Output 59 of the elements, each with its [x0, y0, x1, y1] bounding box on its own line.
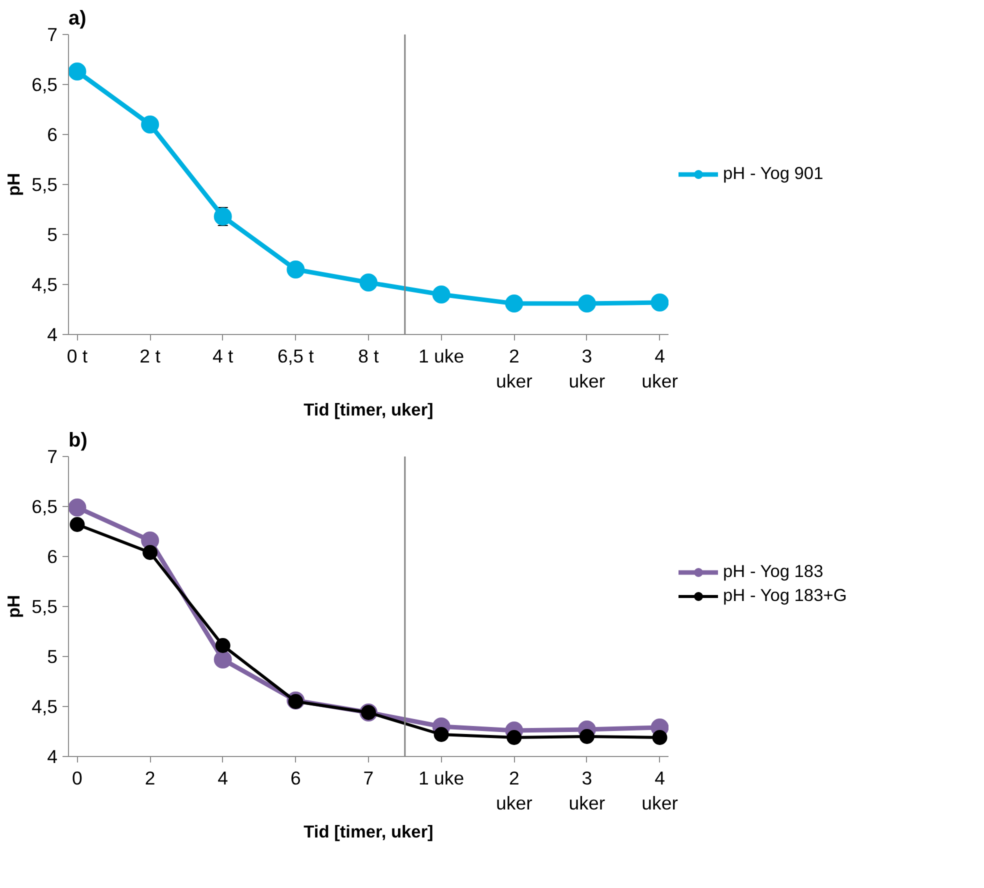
x-axis-title: Tid [timer, uker]	[304, 400, 434, 420]
y-tick-label: 4	[47, 324, 58, 345]
y-tick-label: 5	[47, 224, 58, 245]
x-tick-label: 2 uker	[496, 768, 532, 814]
point	[70, 517, 85, 532]
x-tick-label: 0	[72, 768, 82, 788]
point	[68, 62, 86, 80]
x-tick-label: 2 t	[140, 346, 162, 366]
x-tick-label: 6	[290, 768, 301, 788]
y-tick-label: 4,5	[32, 274, 58, 295]
x-tick-label: 4 t	[212, 346, 234, 366]
y-tick-label: 4,5	[32, 696, 58, 717]
point	[141, 116, 160, 134]
x-axis-title: Tid [timer, uker]	[304, 822, 434, 842]
y-tick-label: 5,5	[32, 596, 58, 617]
legend-label: pH - Yog 183+G	[723, 585, 847, 606]
x-tick-label: 2 uker	[496, 346, 532, 392]
x-tick-label: 2	[144, 768, 156, 788]
point	[652, 730, 668, 745]
point	[214, 650, 232, 668]
x-tick-label: 4	[218, 768, 228, 788]
x-tick-label: 6,5 t	[278, 346, 315, 366]
point	[434, 727, 449, 742]
x-tick-label: 3 uker	[568, 768, 606, 814]
x-tick-label: 8 t	[358, 346, 380, 366]
y-tick-label: 6,5	[32, 496, 58, 517]
y-tick-label: 4	[47, 746, 58, 767]
x-tick-label: 4 uker	[642, 768, 678, 814]
x-tick-label: 1 uke	[418, 768, 464, 788]
point	[505, 294, 524, 312]
point	[432, 286, 450, 304]
y-tick-label: 6,5	[32, 74, 58, 95]
x-tick-label: 7	[363, 768, 374, 788]
point	[215, 638, 230, 653]
y-axis-title: pH	[4, 172, 24, 196]
point	[650, 294, 668, 312]
point	[214, 208, 232, 226]
legend-label: pH - Yog 183	[723, 561, 824, 582]
y-tick-label: 5	[47, 646, 58, 667]
x-tick-label: 4 uker	[642, 346, 678, 392]
point	[286, 260, 305, 278]
x-tick-label: 1 uke	[418, 346, 464, 366]
y-tick-label: 7	[47, 446, 58, 467]
point	[506, 730, 522, 745]
y-tick-label: 6	[47, 546, 58, 567]
chart-title: b)	[68, 430, 88, 452]
chart-title: a)	[68, 8, 86, 30]
point	[142, 545, 158, 560]
point	[579, 729, 594, 744]
y-tick-label: 7	[47, 24, 58, 45]
x-tick-label: 3 uker	[568, 346, 606, 392]
point	[360, 274, 378, 292]
y-tick-label: 5,5	[32, 174, 58, 195]
point	[578, 294, 596, 312]
y-axis-title: pH	[4, 594, 24, 618]
legend-label: pH - Yog 901	[723, 163, 824, 184]
x-tick-label: 0 t	[66, 346, 88, 366]
y-tick-label: 6	[47, 124, 58, 145]
point	[68, 498, 86, 516]
